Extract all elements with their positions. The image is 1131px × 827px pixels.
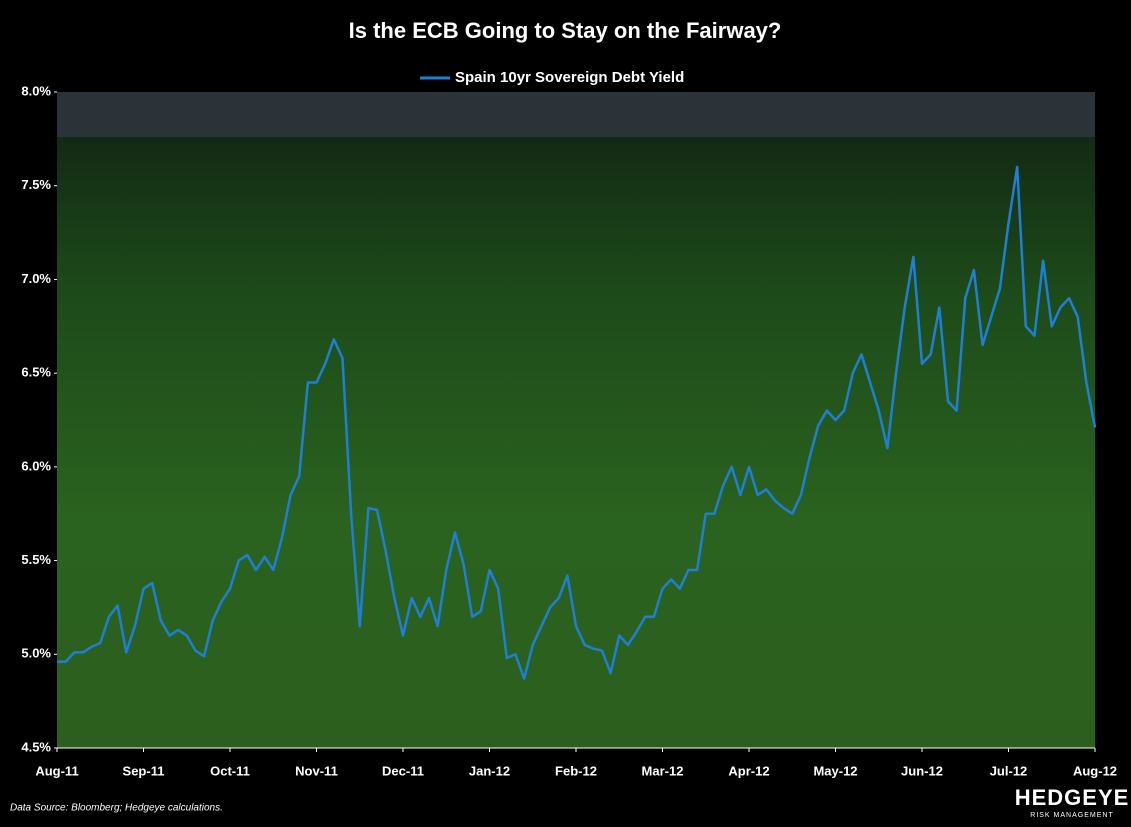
x-tick-label: Feb-12 [555,763,597,778]
y-tick-label: 7.5% [21,177,51,192]
y-tick-label: 7.0% [21,271,51,286]
sky [57,92,1095,137]
chart-title: Is the ECB Going to Stay on the Fairway? [349,18,782,43]
x-tick-label: Jan-12 [469,763,510,778]
x-tick-label: Jun-12 [901,763,943,778]
x-tick-label: Sep-11 [123,763,165,778]
y-tick-label: 5.0% [21,646,51,661]
legend-label: Spain 10yr Sovereign Debt Yield [455,69,684,86]
y-tick-label: 4.5% [21,739,51,754]
x-tick-label: Dec-11 [382,763,424,778]
y-tick-label: 5.5% [21,552,51,567]
x-tick-label: Jul-12 [990,763,1028,778]
data-line [57,165,1097,680]
x-tick-label: Mar-12 [642,763,684,778]
logo: HEDGEYE [1015,785,1130,810]
x-tick-label: May-12 [813,763,857,778]
x-tick-label: Aug-12 [1073,763,1117,778]
x-tick-label: Aug-11 [35,763,78,778]
x-tick-label: Apr-12 [728,763,769,778]
x-tick-label: Nov-11 [295,763,338,778]
y-tick-label: 6.0% [21,458,51,473]
x-tick-label: Oct-11 [210,763,250,778]
logo-subtitle: RISK MANAGEMENT [1030,812,1113,819]
source-note: Data Source: Bloomberg; Hedgeye calculat… [10,803,223,814]
y-tick-label: 8.0% [21,83,51,98]
background-photo [57,92,1095,748]
y-tick-label: 6.5% [21,365,51,380]
